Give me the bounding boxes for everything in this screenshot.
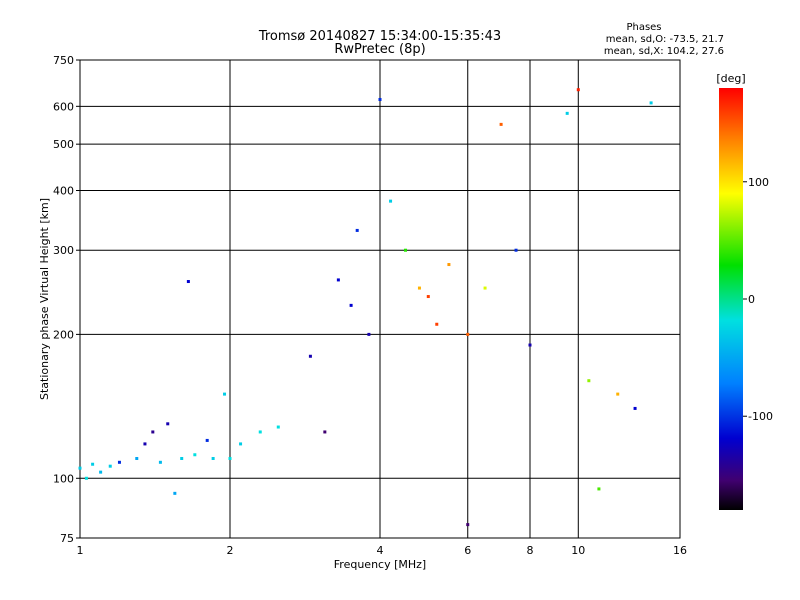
scatter-point — [355, 228, 359, 232]
scatter-point — [435, 322, 439, 326]
phase-stats-o: mean, sd,O: -73.5, 21.7 — [606, 34, 724, 45]
scatter-point — [587, 379, 591, 383]
y-tick-label: 500 — [53, 138, 74, 151]
y-tick-label: 100 — [53, 472, 74, 485]
scatter-point — [91, 462, 95, 466]
chart-subtitle: RwPretec (8p) — [334, 42, 425, 57]
scatter-point — [228, 456, 232, 460]
scatter-point — [417, 286, 421, 290]
x-tick-label: 1 — [77, 544, 84, 557]
scatter-point — [180, 456, 184, 460]
scatter-point — [276, 425, 280, 429]
colorbar — [719, 88, 743, 510]
colorbar-tick-label: 0 — [748, 293, 755, 306]
scatter-point — [166, 422, 170, 426]
x-tick-label: 8 — [527, 544, 534, 557]
scatter-point — [108, 464, 112, 468]
phase-stats-x: mean, sd,X: 104.2, 27.6 — [604, 46, 724, 57]
x-tick-label: 10 — [571, 544, 585, 557]
scatter-point — [483, 286, 487, 290]
scatter-point — [528, 343, 532, 347]
scatter-point — [403, 248, 407, 252]
y-tick-label: 750 — [53, 54, 74, 67]
scatter-point — [143, 442, 147, 446]
grid-lines — [80, 60, 680, 538]
y-axis-ticks: 75 100 200 300 400 500 600 750 — [53, 54, 80, 545]
x-axis-label: Frequency [MHz] — [334, 558, 426, 571]
colorbar-tick-label: -100 — [748, 410, 773, 423]
scatter-point — [466, 332, 470, 336]
scatter-point — [223, 392, 227, 396]
scatter-point — [308, 354, 312, 358]
scatter-points — [78, 88, 653, 527]
scatter-point — [173, 491, 177, 495]
x-tick-label: 2 — [227, 544, 234, 557]
scatter-point — [426, 295, 430, 299]
y-tick-label: 300 — [53, 244, 74, 257]
scatter-point — [378, 98, 382, 102]
x-axis-ticks: 1 2 4 6 8 10 16 — [77, 544, 688, 557]
phase-stats-title: Phases — [626, 22, 661, 33]
scatter-point — [633, 406, 637, 410]
scatter-point — [447, 263, 451, 267]
x-tick-label: 16 — [673, 544, 687, 557]
scatter-point — [135, 456, 139, 460]
scatter-point — [99, 470, 103, 474]
scatter-point — [499, 122, 503, 126]
scatter-point — [151, 430, 155, 434]
x-tick-label: 4 — [377, 544, 384, 557]
chart-title: Tromsø 20140827 15:34:00-15:35:43 — [258, 29, 501, 44]
scatter-point — [649, 101, 653, 105]
scatter-point — [565, 111, 569, 115]
scatter-point — [323, 430, 327, 434]
scatter-point — [117, 460, 121, 464]
colorbar-label: [deg] — [716, 72, 745, 85]
y-tick-label: 400 — [53, 184, 74, 197]
scatter-point — [211, 456, 215, 460]
y-tick-label: 200 — [53, 328, 74, 341]
scatter-point — [616, 392, 620, 396]
scatter-point — [466, 523, 470, 527]
y-tick-label: 600 — [53, 100, 74, 113]
scatter-point — [205, 438, 209, 442]
scatter-point — [186, 280, 190, 284]
colorbar-ticks: 100 0 -100 — [743, 176, 773, 423]
scatter-point — [389, 199, 393, 203]
scatter-point — [193, 453, 197, 457]
scatter-point — [239, 442, 243, 446]
colorbar-tick-label: 100 — [748, 176, 769, 189]
scatter-point — [597, 487, 601, 491]
scatter-point — [158, 460, 162, 464]
scatter-point — [576, 88, 580, 92]
x-tick-label: 6 — [464, 544, 471, 557]
scatter-point — [336, 278, 340, 282]
scatter-point — [258, 430, 262, 434]
scatter-point — [514, 248, 518, 252]
scatter-point — [349, 303, 353, 307]
scatter-point — [84, 476, 88, 480]
scatter-point — [367, 332, 371, 336]
y-tick-label: 75 — [60, 532, 74, 545]
scatter-point — [78, 466, 82, 470]
y-axis-label: Stationary phase Virtual Height [km] — [38, 198, 51, 400]
